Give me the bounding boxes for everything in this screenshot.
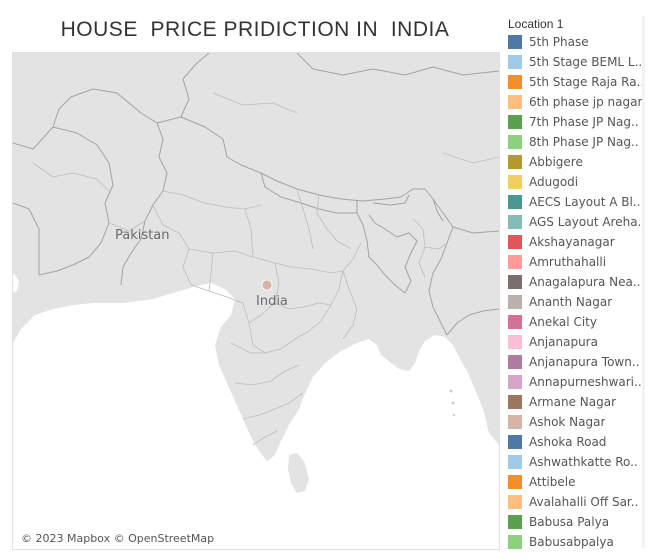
legend-item[interactable]: 5th Stage BEML L.. [508,52,646,72]
legend-swatch [508,435,522,449]
legend-item[interactable]: 8th Phase JP Nag.. [508,132,646,152]
legend-swatch [508,415,522,429]
legend-item[interactable]: Anagalapura Nea.. [508,272,646,292]
legend-label: Ashok Nagar [529,415,606,429]
map-view[interactable]: Pakistan India © 2023 Mapbox © OpenStree… [12,52,500,550]
location-marker [261,279,273,291]
legend-swatch [508,315,522,329]
chart-title: HOUSE PRICE PRIDICTION IN INDIA [60,18,450,41]
legend-swatch [508,115,522,129]
legend-swatch [508,495,522,509]
legend-label: Anekal City [529,315,597,329]
legend: Location 1 5th Phase 5th Stage BEML L.. 5t… [508,16,646,552]
legend-label: 5th Stage BEML L.. [529,55,643,69]
legend-item[interactable]: Adugodi [508,172,646,192]
legend-label: Babusa Palya [529,515,610,529]
legend-swatch [508,35,522,49]
legend-swatch [508,55,522,69]
legend-label: Avalahalli Off Sar.. [529,495,639,509]
legend-item[interactable]: Attibele [508,472,646,492]
legend-item[interactable]: Abbigere [508,152,646,172]
legend-swatch [508,535,522,549]
legend-label: Babusabpalya [529,535,614,549]
map-label-pakistan: Pakistan [115,228,170,243]
legend-item[interactable]: Amruthahalli [508,252,646,272]
legend-swatch [508,215,522,229]
sea-area [13,283,499,549]
legend-label: Adugodi [529,175,579,189]
legend-label: Attibele [529,475,576,489]
legend-swatch [508,295,522,309]
legend-label: Ashwathkatte Ro.. [529,455,638,469]
legend-swatch [508,395,522,409]
map-canvas [13,53,499,549]
legend-label: Anjanapura [529,335,598,349]
legend-item[interactable]: 6th phase jp nagar [508,92,646,112]
legend-item[interactable]: Armane Nagar [508,392,646,412]
legend-item[interactable]: Ashoka Road [508,432,646,452]
legend-item[interactable]: Avalahalli Off Sar.. [508,492,646,512]
legend-title: Location 1 [508,17,564,31]
legend-item[interactable]: 7th Phase JP Nag.. [508,112,646,132]
legend-swatch [508,175,522,189]
legend-swatch [508,515,522,529]
legend-label: Ananth Nagar [529,295,613,309]
legend-label: 8th Phase JP Nag.. [529,135,639,149]
legend-item[interactable]: Ananth Nagar [508,292,646,312]
legend-label: Anjanapura Town.. [529,355,640,369]
legend-swatch [508,195,522,209]
legend-label: AECS Layout A Bl.. [529,195,641,209]
legend-label: 5th Phase [529,35,589,49]
legend-item[interactable]: 5th Stage Raja Ra.. [508,72,646,92]
legend-scrollbar[interactable] [642,16,645,548]
legend-item[interactable]: Ashok Nagar [508,412,646,432]
legend-swatch [508,475,522,489]
legend-label: Annapurneshwari.. [529,375,642,389]
legend-item[interactable]: Babusa Palya [508,512,646,532]
legend-item[interactable]: Akshayanagar [508,232,646,252]
legend-label: Anagalapura Nea.. [529,275,641,289]
legend-label: AGS Layout Areha.. [529,215,646,229]
legend-item[interactable]: AECS Layout A Bl.. [508,192,646,212]
legend-swatch [508,75,522,89]
sri-lanka [288,453,309,493]
map-label-india: India [256,294,288,309]
legend-swatch [508,255,522,269]
legend-swatch [508,135,522,149]
legend-swatch [508,375,522,389]
legend-swatch [508,235,522,249]
legend-item[interactable]: 5th Phase [508,32,646,52]
legend-swatch [508,355,522,369]
legend-item[interactable]: Anjanapura Town.. [508,352,646,372]
legend-item[interactable]: Anekal City [508,312,646,332]
legend-swatch [508,335,522,349]
legend-item[interactable]: AGS Layout Areha.. [508,212,646,232]
legend-label: 7th Phase JP Nag.. [529,115,639,129]
map-attribution[interactable]: © 2023 Mapbox © OpenStreetMap [21,532,215,545]
legend-list: 5th Phase 5th Stage BEML L.. 5th Stage Raj… [508,32,646,552]
legend-label: Armane Nagar [529,395,617,409]
legend-swatch [508,155,522,169]
legend-label: 5th Stage Raja Ra.. [529,75,645,89]
legend-item[interactable]: Babusabpalya [508,532,646,552]
legend-label: Amruthahalli [529,255,607,269]
legend-label: Abbigere [529,155,583,169]
legend-label: Ashoka Road [529,435,607,449]
legend-label: Akshayanagar [529,235,615,249]
legend-item[interactable]: Ashwathkatte Ro.. [508,452,646,472]
legend-item[interactable]: Annapurneshwari.. [508,372,646,392]
legend-swatch [508,275,522,289]
legend-label: 6th phase jp nagar [529,95,643,109]
legend-swatch [508,95,522,109]
legend-item[interactable]: Anjanapura [508,332,646,352]
legend-swatch [508,455,522,469]
